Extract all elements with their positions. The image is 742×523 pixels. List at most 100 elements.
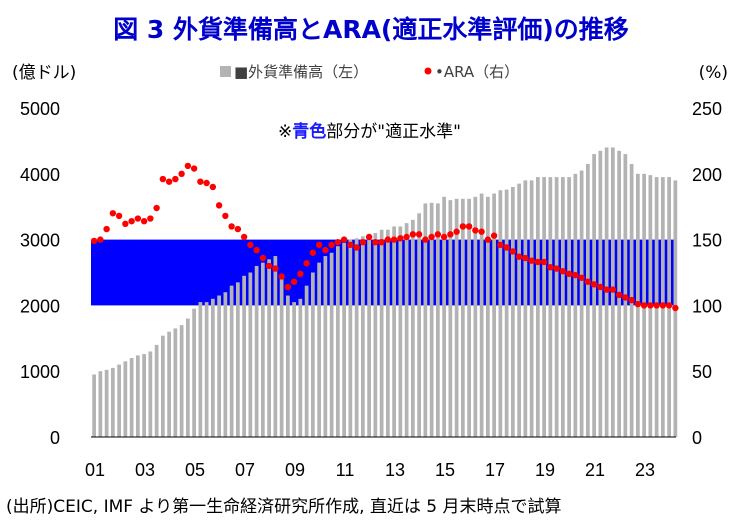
ara-dot bbox=[378, 239, 385, 246]
reserve-bar bbox=[560, 177, 565, 437]
left-tick-label: 3000 bbox=[20, 231, 60, 251]
ara-dot bbox=[515, 253, 523, 260]
ara-dot bbox=[115, 212, 123, 220]
x-tick-label: 03 bbox=[135, 460, 155, 480]
reserve-bar bbox=[192, 308, 196, 437]
reserve-bar bbox=[398, 226, 403, 437]
ara-dot bbox=[134, 215, 142, 222]
ara-dot bbox=[422, 236, 429, 243]
reserve-bar bbox=[510, 186, 515, 437]
annotation-highlight: 青色 bbox=[292, 121, 326, 142]
reserve-bar bbox=[392, 226, 396, 437]
ara-dot bbox=[322, 246, 329, 254]
x-tick-label: 09 bbox=[285, 460, 305, 480]
ara-dot bbox=[540, 258, 548, 266]
reserve-bar bbox=[167, 331, 171, 437]
ara-dot bbox=[103, 225, 110, 233]
reserve-bar bbox=[523, 180, 528, 437]
ara-dot bbox=[503, 244, 510, 251]
ara-dot bbox=[672, 304, 679, 312]
ara-dot bbox=[559, 267, 567, 275]
ara-dot bbox=[547, 264, 554, 271]
ara-dot bbox=[315, 241, 323, 249]
ara-dot bbox=[153, 204, 160, 212]
ara-dot bbox=[365, 233, 373, 241]
reserve-bar bbox=[117, 364, 121, 437]
ara-dot bbox=[403, 233, 410, 241]
reserve-bar bbox=[142, 354, 146, 437]
ara-dot bbox=[415, 231, 423, 238]
x-tick-label: 17 bbox=[485, 460, 505, 480]
ara-dot bbox=[247, 241, 254, 249]
right-tick-label: 0 bbox=[692, 428, 702, 448]
ara-dot bbox=[334, 239, 342, 246]
reserve-bar bbox=[423, 203, 428, 437]
reserve-bar bbox=[285, 295, 290, 437]
ara-dot bbox=[665, 302, 673, 309]
right-axis-unit: (%) bbox=[699, 63, 728, 83]
ara-dot bbox=[297, 270, 304, 278]
left-tick-label: 2000 bbox=[20, 296, 60, 316]
ara-dot bbox=[172, 175, 179, 183]
reserve-bar bbox=[373, 233, 378, 437]
reserve-bar bbox=[473, 196, 478, 437]
ara-dot bbox=[372, 239, 379, 246]
reserve-bar bbox=[323, 256, 328, 437]
ara-dot bbox=[272, 265, 279, 272]
ara-dot bbox=[265, 262, 273, 270]
reserve-bar bbox=[260, 262, 265, 437]
reserve-bar bbox=[342, 242, 346, 437]
ara-dot bbox=[653, 302, 660, 309]
reserve-bar bbox=[135, 355, 140, 437]
reserve-bar bbox=[129, 358, 134, 437]
reserve-bar bbox=[329, 252, 334, 437]
reserve-bar bbox=[485, 196, 490, 437]
ara-dot bbox=[278, 273, 285, 280]
ara-dot bbox=[190, 165, 198, 172]
left-tick-label: 5000 bbox=[20, 99, 60, 119]
ara-dot bbox=[603, 286, 610, 293]
reserve-bar bbox=[467, 198, 471, 437]
ara-dot bbox=[453, 228, 460, 235]
right-tick-label: 250 bbox=[692, 99, 722, 119]
reserve-bar bbox=[598, 150, 603, 437]
ara-dot bbox=[659, 302, 667, 309]
ara-dot bbox=[97, 236, 104, 243]
ara-dot bbox=[478, 228, 485, 235]
ara-dot bbox=[222, 212, 229, 220]
ara-dot bbox=[197, 178, 204, 185]
ara-dot bbox=[240, 233, 248, 241]
reserve-bar bbox=[298, 298, 303, 437]
reserve-bar bbox=[573, 173, 578, 438]
ara-dot bbox=[215, 202, 223, 209]
ara-dot bbox=[90, 237, 98, 245]
ara-dot bbox=[203, 179, 210, 187]
ara-dot bbox=[328, 241, 335, 249]
ara-dot bbox=[565, 270, 573, 278]
ara-dot bbox=[165, 178, 173, 185]
ara-dot bbox=[397, 235, 404, 242]
ara-dot bbox=[347, 241, 354, 249]
reserve-bar bbox=[460, 198, 465, 437]
reserve-bar bbox=[279, 275, 284, 437]
legend-reserves-swatch bbox=[220, 66, 231, 77]
reserve-bar bbox=[567, 177, 571, 437]
reserve-bar bbox=[235, 282, 240, 437]
ara-dot bbox=[597, 283, 604, 291]
ara-dot bbox=[340, 236, 348, 243]
reserve-bar bbox=[385, 229, 390, 437]
reserve-bar bbox=[292, 302, 296, 437]
right-tick-label: 50 bbox=[692, 362, 712, 382]
legend-reserves: ■外貨準備高（左） bbox=[234, 63, 368, 81]
reserve-bar bbox=[585, 163, 590, 437]
reserve-bar bbox=[210, 298, 215, 437]
x-tick-label: 13 bbox=[385, 460, 405, 480]
reserve-bar bbox=[592, 154, 596, 437]
ara-dot bbox=[509, 248, 517, 255]
ara-dot bbox=[647, 302, 654, 309]
ara-dot bbox=[534, 258, 542, 266]
ara-dot bbox=[640, 302, 648, 309]
reserve-bar bbox=[335, 246, 340, 437]
ara-dot bbox=[497, 241, 504, 249]
ara-dot bbox=[259, 254, 267, 262]
